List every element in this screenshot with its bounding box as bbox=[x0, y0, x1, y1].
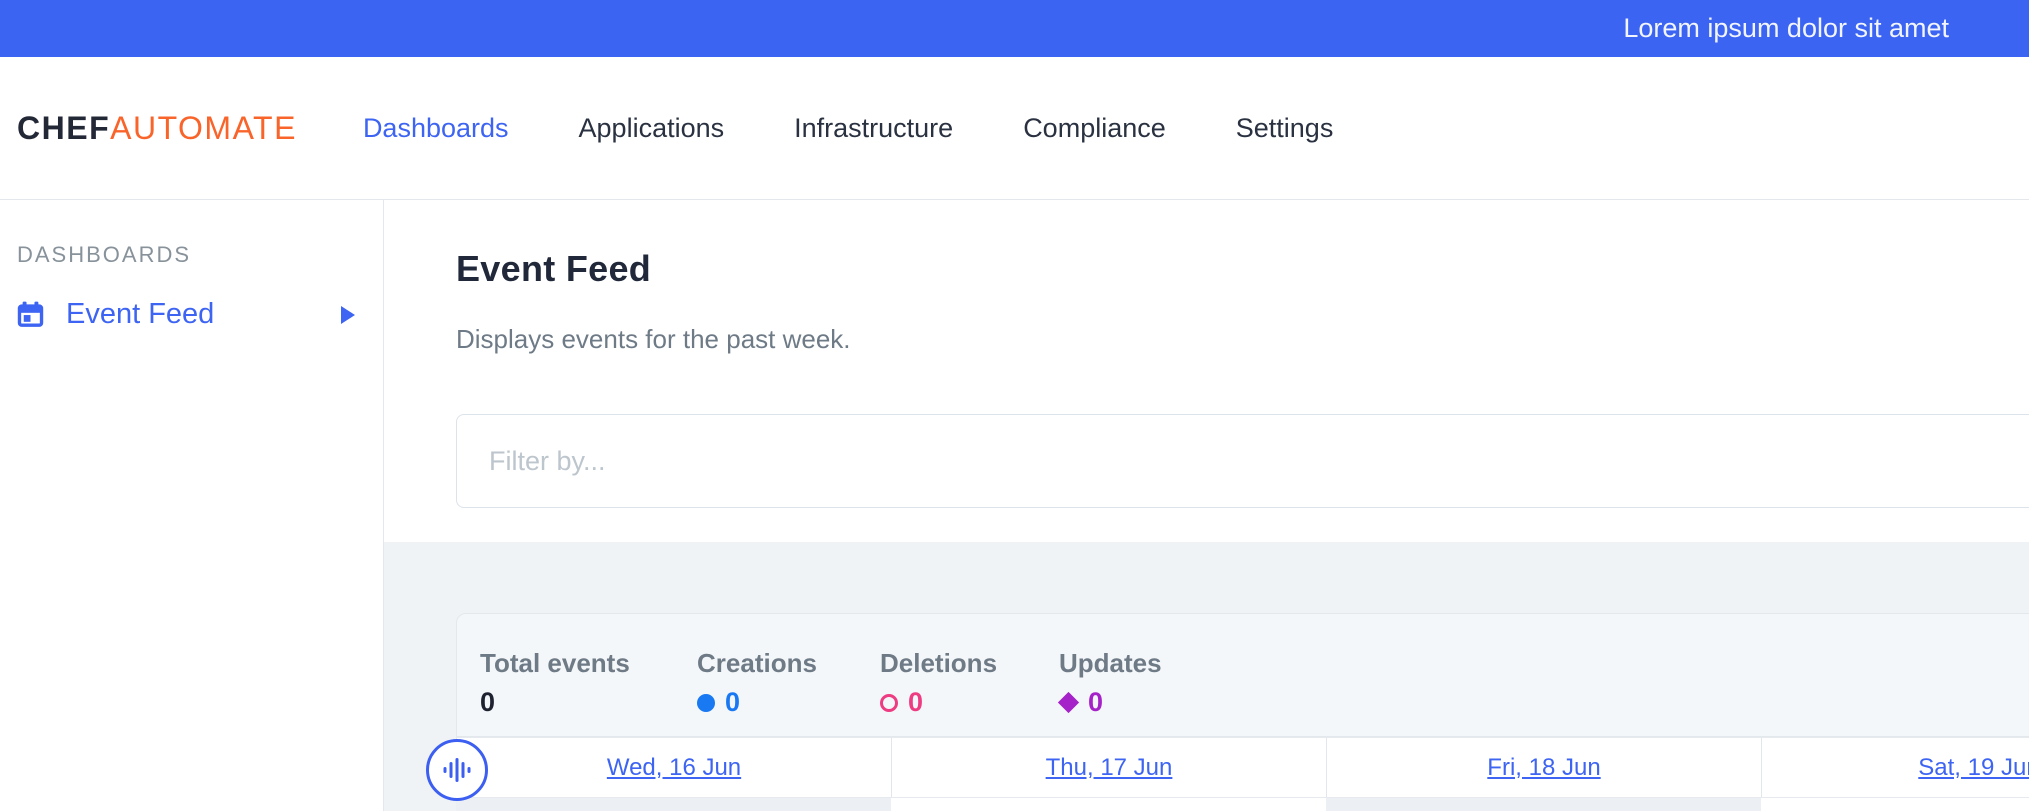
top-announcement-bar: Lorem ipsum dolor sit amet bbox=[0, 0, 2029, 57]
stat-value: 0 bbox=[908, 687, 924, 717]
stat-deletions: Deletions 0 bbox=[880, 648, 1059, 736]
topbar-message: Lorem ipsum dolor sit amet bbox=[1623, 13, 1949, 43]
nav-item-compliance[interactable]: Compliance bbox=[1023, 112, 1166, 143]
chef-automate-logo[interactable]: CHEFAUTOMATE bbox=[17, 110, 297, 147]
page-subtitle: Displays events for the past week. bbox=[456, 324, 851, 354]
sidebar-heading: DASHBOARDS bbox=[17, 242, 192, 267]
day-link-wed-16-jun[interactable]: Wed, 16 Jun bbox=[606, 753, 742, 781]
logo-chef-text: CHEF bbox=[17, 109, 111, 146]
day-column: Fri, 18 Jun bbox=[1326, 738, 1761, 797]
timeline-stripe bbox=[1761, 798, 2029, 811]
timeline-column-stripes bbox=[456, 798, 2029, 811]
stat-creations: Creations 0 bbox=[697, 648, 880, 736]
calendar-icon bbox=[17, 301, 44, 327]
page-header-section: Event Feed Displays events for the past … bbox=[384, 200, 2029, 542]
nav-item-dashboards[interactable]: Dashboards bbox=[362, 112, 509, 143]
updates-marker-icon bbox=[1057, 691, 1080, 714]
day-link-thu-17-jun[interactable]: Thu, 17 Jun bbox=[1045, 753, 1173, 781]
timeline-stripe bbox=[1326, 798, 1761, 811]
sidebar-item-event-feed[interactable]: Event Feed bbox=[0, 298, 383, 331]
stat-label: Total events bbox=[480, 648, 630, 678]
sound-wave-icon bbox=[443, 758, 471, 782]
timeline-date-header: Wed, 16 Jun Thu, 17 Jun Fri, 18 Jun Sat,… bbox=[456, 737, 2029, 798]
timeline-toggle-button[interactable] bbox=[426, 739, 488, 801]
sidebar: DASHBOARDS Event Feed bbox=[0, 200, 384, 811]
filter-input[interactable] bbox=[456, 414, 2029, 508]
deletions-marker-icon bbox=[880, 693, 898, 712]
stat-value: 0 bbox=[725, 687, 741, 717]
stat-updates: Updates 0 bbox=[1057, 648, 1162, 736]
stat-value: 0 bbox=[1088, 687, 1104, 717]
stat-label: Updates bbox=[1059, 648, 1162, 678]
day-column: Sat, 19 Jun bbox=[1761, 738, 2029, 797]
day-link-sat-19-jun[interactable]: Sat, 19 Jun bbox=[1918, 753, 2029, 781]
stat-label: Deletions bbox=[880, 648, 998, 678]
timeline-stripe bbox=[456, 798, 891, 811]
timeline-stripe bbox=[891, 798, 1326, 811]
app-header: CHEFAUTOMATE Dashboards Applications Inf… bbox=[0, 57, 2029, 200]
main-content: Event Feed Displays events for the past … bbox=[384, 200, 2029, 811]
workspace: DASHBOARDS Event Feed Event Feed Display… bbox=[0, 200, 2029, 811]
day-column: Thu, 17 Jun bbox=[891, 738, 1326, 797]
nav-item-applications[interactable]: Applications bbox=[578, 112, 725, 143]
stat-value: 0 bbox=[480, 687, 496, 717]
event-feed-panel: Total events 0 Creations 0 Deletions bbox=[384, 542, 2029, 811]
main-navigation: Dashboards Applications Infrastructure C… bbox=[363, 113, 1333, 144]
sidebar-item-label: Event Feed bbox=[66, 298, 215, 330]
event-counts-card: Total events 0 Creations 0 Deletions bbox=[456, 613, 2029, 737]
page-title: Event Feed bbox=[456, 248, 652, 289]
stat-label: Creations bbox=[697, 648, 817, 678]
logo-automate-text: AUTOMATE bbox=[110, 109, 297, 146]
day-column: Wed, 16 Jun bbox=[456, 738, 891, 797]
stat-total-events: Total events 0 bbox=[480, 648, 697, 736]
day-link-fri-18-jun[interactable]: Fri, 18 Jun bbox=[1487, 753, 1601, 781]
arrow-right-icon[interactable] bbox=[341, 305, 355, 324]
nav-item-settings[interactable]: Settings bbox=[1235, 112, 1334, 143]
creations-marker-icon bbox=[697, 693, 715, 712]
nav-item-infrastructure[interactable]: Infrastructure bbox=[794, 112, 954, 143]
